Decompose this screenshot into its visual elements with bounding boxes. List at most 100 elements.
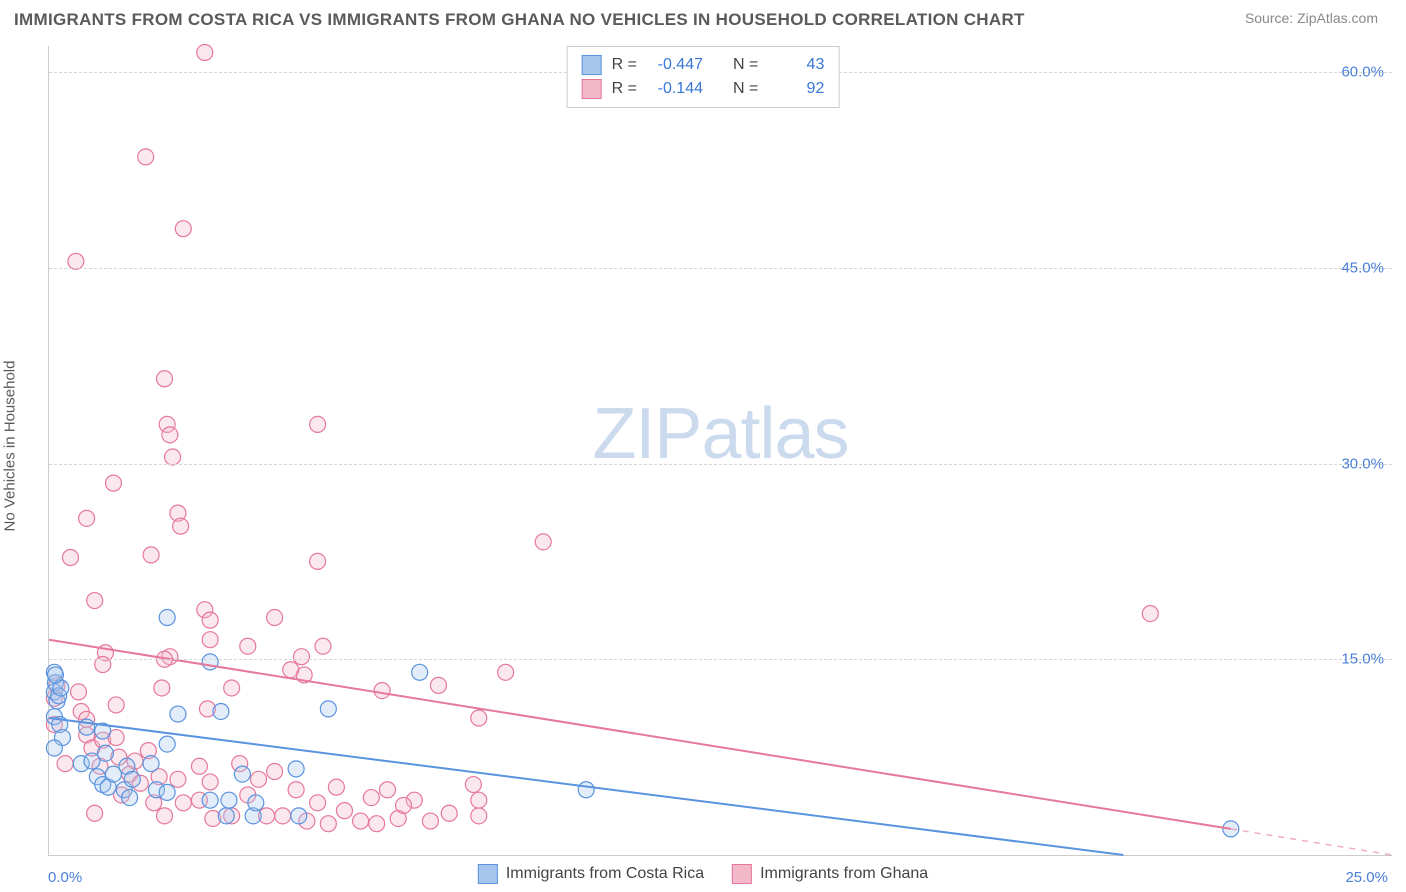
scatter-point <box>159 736 175 752</box>
scatter-point <box>291 808 307 824</box>
scatter-point <box>159 784 175 800</box>
scatter-point <box>369 816 385 832</box>
r-label: R = <box>612 53 637 77</box>
correlation-legend: R = -0.447 N = 43 R = -0.144 N = 92 <box>567 46 840 108</box>
y-tick-label: 45.0% <box>1341 259 1384 276</box>
swatch-costa-rica <box>478 864 498 884</box>
scatter-point <box>267 763 283 779</box>
scatter-point <box>315 638 331 654</box>
scatter-point <box>173 518 189 534</box>
scatter-point <box>156 371 172 387</box>
scatter-point <box>1142 606 1158 622</box>
scatter-point <box>175 795 191 811</box>
scatter-point <box>320 701 336 717</box>
scatter-point <box>441 805 457 821</box>
scatter-point <box>288 761 304 777</box>
scatter-point <box>267 610 283 626</box>
r-label: R = <box>612 77 637 101</box>
scatter-point <box>218 808 234 824</box>
scatter-point <box>47 667 63 683</box>
scatter-point <box>170 771 186 787</box>
scatter-point <box>191 758 207 774</box>
scatter-point <box>138 149 154 165</box>
n-value-costa-rica: 43 <box>768 53 824 77</box>
scatter-point <box>240 638 256 654</box>
chart-title: IMMIGRANTS FROM COSTA RICA VS IMMIGRANTS… <box>14 10 1025 30</box>
scatter-point <box>471 792 487 808</box>
scatter-point <box>471 710 487 726</box>
scatter-point <box>310 416 326 432</box>
x-axis-max-label: 25.0% <box>1345 869 1388 886</box>
scatter-point <box>202 654 218 670</box>
y-tick-label: 15.0% <box>1341 651 1384 668</box>
scatter-point <box>578 782 594 798</box>
scatter-point <box>224 680 240 696</box>
regression-line-dashed <box>1231 829 1392 855</box>
scatter-point <box>328 779 344 795</box>
scatter-point <box>430 677 446 693</box>
scatter-point <box>310 553 326 569</box>
scatter-point <box>71 684 87 700</box>
scatter-point <box>353 813 369 829</box>
legend-row-ghana: R = -0.144 N = 92 <box>582 77 825 101</box>
scatter-point <box>535 534 551 550</box>
scatter-point <box>202 632 218 648</box>
r-value-costa-rica: -0.447 <box>647 53 703 77</box>
legend-label-ghana: Immigrants from Ghana <box>760 865 928 883</box>
scatter-point <box>143 756 159 772</box>
scatter-point <box>202 612 218 628</box>
scatter-point <box>248 795 264 811</box>
scatter-point <box>396 797 412 813</box>
scatter-point <box>62 549 78 565</box>
series-legend: Immigrants from Costa Rica Immigrants fr… <box>478 864 928 884</box>
scatter-point <box>87 805 103 821</box>
scatter-point <box>46 740 62 756</box>
n-label: N = <box>733 77 758 101</box>
scatter-point <box>275 808 291 824</box>
x-axis-origin-label: 0.0% <box>48 869 82 886</box>
chart-plot-area: ZIPatlas 15.0%30.0%45.0%60.0% <box>48 46 1392 856</box>
scatter-point <box>288 782 304 798</box>
scatter-point <box>412 664 428 680</box>
scatter-point <box>213 703 229 719</box>
scatter-point <box>197 45 213 61</box>
n-label: N = <box>733 53 758 77</box>
y-axis-label: No Vehicles in Household <box>2 361 19 532</box>
scatter-point <box>159 610 175 626</box>
scatter-plot-svg <box>49 46 1392 855</box>
scatter-point <box>234 766 250 782</box>
scatter-point <box>202 774 218 790</box>
gridline <box>49 464 1392 465</box>
swatch-ghana <box>732 864 752 884</box>
legend-item-ghana: Immigrants from Ghana <box>732 864 928 884</box>
source-attribution: Source: ZipAtlas.com <box>1245 10 1378 26</box>
scatter-point <box>374 683 390 699</box>
legend-label-costa-rica: Immigrants from Costa Rica <box>506 865 704 883</box>
scatter-point <box>471 808 487 824</box>
scatter-point <box>156 808 172 824</box>
scatter-point <box>162 427 178 443</box>
scatter-point <box>498 664 514 680</box>
scatter-point <box>310 795 326 811</box>
scatter-point <box>97 745 113 761</box>
scatter-point <box>465 777 481 793</box>
scatter-point <box>251 771 267 787</box>
scatter-point <box>320 816 336 832</box>
scatter-point <box>57 756 73 772</box>
r-value-ghana: -0.144 <box>647 77 703 101</box>
y-tick-label: 60.0% <box>1341 64 1384 81</box>
n-value-ghana: 92 <box>768 77 824 101</box>
scatter-point <box>108 697 124 713</box>
scatter-point <box>422 813 438 829</box>
scatter-point <box>363 790 379 806</box>
scatter-point <box>293 649 309 665</box>
scatter-point <box>175 221 191 237</box>
y-tick-label: 30.0% <box>1341 455 1384 472</box>
gridline <box>49 659 1392 660</box>
scatter-point <box>202 792 218 808</box>
swatch-ghana <box>582 79 602 99</box>
scatter-point <box>122 790 138 806</box>
scatter-point <box>221 792 237 808</box>
scatter-point <box>124 771 140 787</box>
gridline <box>49 268 1392 269</box>
